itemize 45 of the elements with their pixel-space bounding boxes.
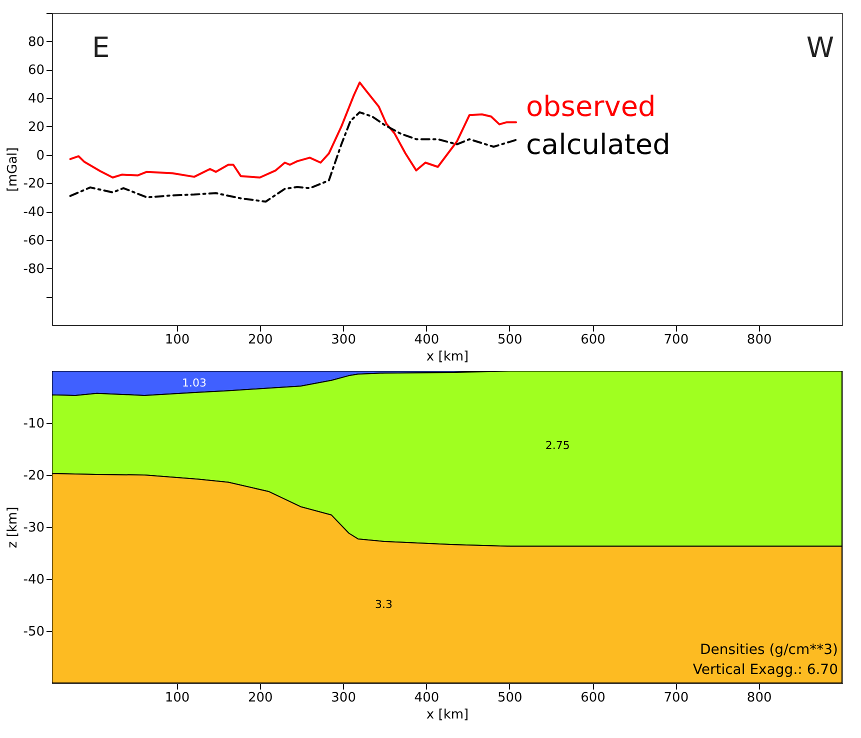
y-tick-label: -40 [23,205,44,220]
y-tick-label: 60 [28,63,44,78]
annotation: Densities (g/cm**3) [700,642,838,658]
x-axis-title: x [km] [426,708,469,722]
x-tick-label: 200 [248,332,273,348]
x-tick-label: 800 [746,690,772,706]
y-tick-label: -20 [23,468,44,484]
x-tick-label: 400 [414,690,440,706]
y-axis-title: z [km] [5,506,20,548]
y-tick-label: 80 [28,34,44,50]
x-tick-label: 600 [580,332,606,348]
y-tick-label: 40 [28,92,44,107]
y-tick-label: 0 [36,148,44,164]
y-tick-label: -50 [23,624,44,640]
series-label: 3.3 [375,598,393,611]
x-tick-label: 700 [664,332,689,348]
y-axis-title: [mGal] [5,147,20,192]
x-tick-label: 500 [497,332,522,348]
series-label: 2.75 [545,438,570,452]
y-tick-label: -60 [23,233,44,248]
x-tick-label: 100 [164,332,190,348]
x-tick-label: 300 [331,690,356,706]
annotation: W [806,31,834,64]
x-tick-label: 400 [414,332,440,348]
annotation: E [92,31,110,64]
y-tick-label: -20 [23,176,44,192]
annotation: Vertical Exagg.: 6.70 [692,662,838,678]
x-tick-label: 700 [664,690,689,706]
x-tick-label: 300 [331,332,356,348]
y-tick-label: -30 [23,520,44,536]
x-tick-label: 200 [248,690,273,706]
y-tick-label: 20 [28,120,44,135]
x-axis-title: x [km] [426,350,469,364]
series-label: 1.03 [182,376,206,390]
y-tick-label: -80 [23,262,44,277]
line-series [69,81,518,179]
y-tick-label: -40 [23,572,44,588]
x-tick-label: 800 [746,332,772,348]
x-tick-label: 100 [164,690,190,706]
x-tick-label: 600 [580,690,606,706]
series-label: observed [526,90,656,124]
y-tick-label: -10 [23,416,44,432]
series-label: calculated [526,128,670,161]
line-series [69,111,518,203]
x-tick-label: 500 [497,690,522,706]
